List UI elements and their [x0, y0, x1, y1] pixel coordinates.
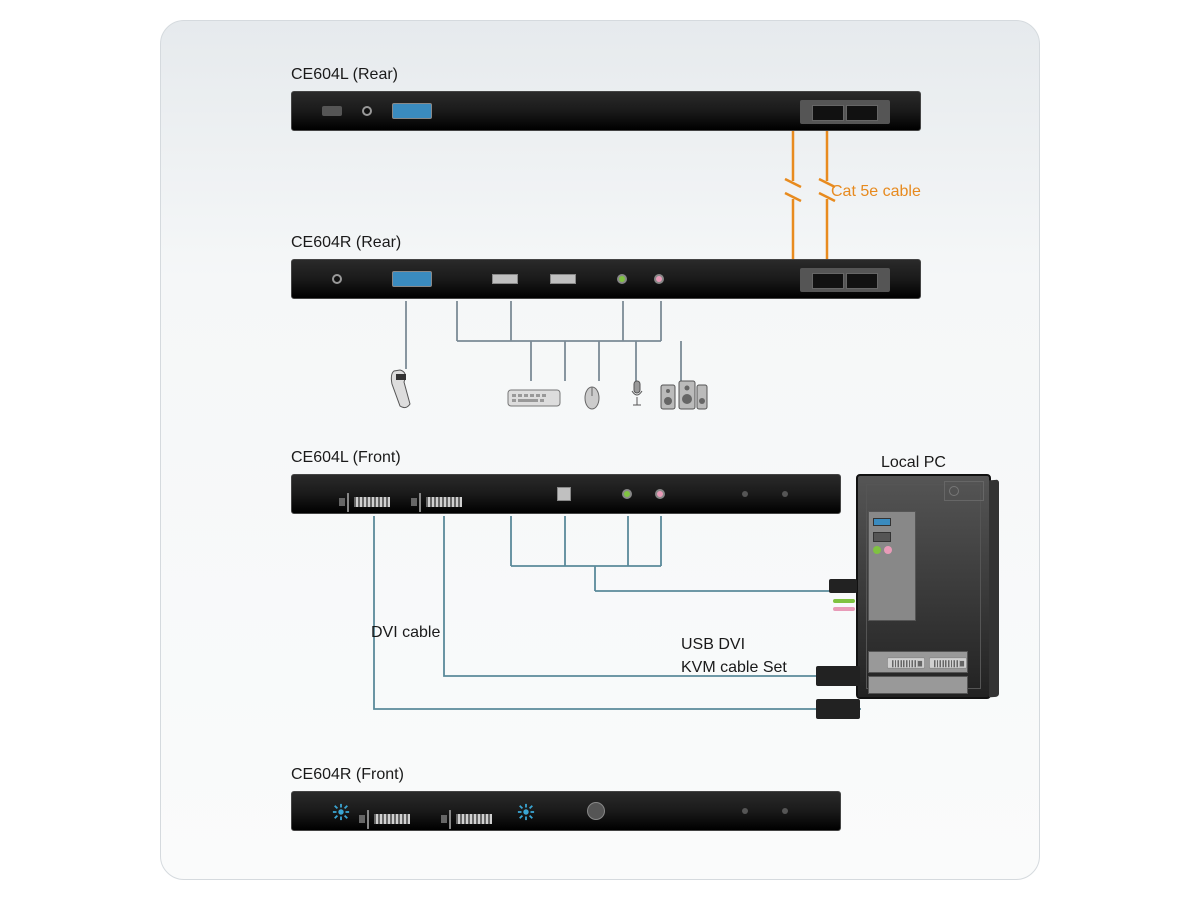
dvi-connector	[816, 699, 860, 719]
switch-port	[322, 106, 342, 116]
speakers-icon	[659, 379, 709, 411]
label-ce604r-rear: CE604R (Rear)	[291, 234, 401, 252]
device-ce604l-rear	[291, 91, 921, 131]
label-cat5e: Cat 5e cable	[831, 183, 921, 201]
label-dvi-cable: DVI cable	[371, 624, 440, 642]
dvi-port	[449, 810, 451, 829]
dc-jack	[362, 106, 372, 116]
label-kvm-2: KVM cable Set	[681, 659, 787, 677]
audio-out-jack	[617, 274, 627, 284]
led	[742, 808, 748, 814]
label-ce604r-front: CE604R (Front)	[291, 766, 404, 784]
label-ce604l-rear: CE604L (Rear)	[291, 66, 398, 84]
audio-out-jack	[622, 489, 632, 499]
local-pc-tower	[856, 474, 991, 699]
keyboard-icon	[506, 386, 562, 410]
label-local-pc: Local PC	[881, 454, 946, 472]
led	[782, 491, 788, 497]
microphone-icon	[629, 379, 645, 409]
dvi-port	[419, 493, 421, 512]
rj45-pair	[800, 100, 890, 124]
led	[742, 491, 748, 497]
audio-connector-green	[833, 599, 855, 603]
rj45-pair	[800, 268, 890, 292]
mic-jack	[655, 489, 665, 499]
mouse-icon	[583, 384, 601, 410]
mic-jack	[654, 274, 664, 284]
usb-b-port	[557, 487, 571, 501]
dvi-port	[347, 493, 349, 512]
device-ce604l-front	[291, 474, 841, 514]
burst-icon	[517, 803, 535, 821]
led	[782, 808, 788, 814]
usb-a-port	[492, 274, 518, 284]
usb-connector	[829, 579, 857, 593]
burst-icon	[332, 803, 350, 821]
audio-connector-pink	[833, 607, 855, 611]
label-ce604l-front: CE604L (Front)	[291, 449, 401, 467]
dc-jack	[332, 274, 342, 284]
serial-port	[392, 271, 432, 287]
dvi-port	[367, 810, 369, 829]
label-kvm-1: USB DVI	[681, 636, 745, 654]
diagram-panel: CE604L (Rear) Cat 5e cable CE604R (Rear)…	[160, 20, 1040, 880]
dvi-connector	[816, 666, 860, 686]
device-ce604r-front	[291, 791, 841, 831]
serial-port	[392, 103, 432, 119]
usb-a-port	[550, 274, 576, 284]
device-ce604r-rear	[291, 259, 921, 299]
barcode-scanner-icon	[386, 366, 426, 411]
push-button	[587, 802, 605, 820]
